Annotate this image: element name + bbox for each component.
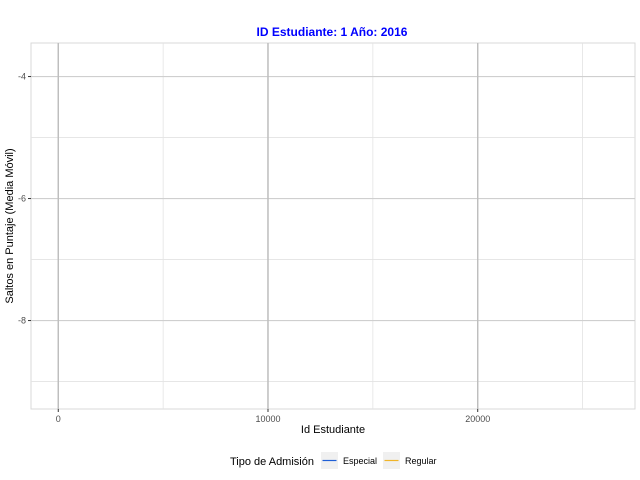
y-axis-label: Saltos en Puntaje (Media Móvil) — [4, 148, 16, 303]
legend: Tipo de Admisión Especial Regular — [230, 452, 437, 469]
x-tick-label: 0 — [56, 414, 61, 424]
legend-title: Tipo de Admisión — [230, 456, 314, 468]
legend-entry-label: Regular — [405, 456, 437, 466]
x-tick-label: 10000 — [255, 414, 280, 424]
x-axis: 0 10000 20000 — [56, 409, 490, 424]
legend-entry-label: Especial — [343, 456, 377, 466]
y-tick-label: -6 — [18, 194, 26, 204]
y-axis: -4 -6 -8 — [18, 72, 31, 326]
panel-border — [30, 42, 636, 410]
plot-panel — [30, 42, 636, 410]
y-tick-label: -4 — [18, 72, 26, 82]
x-tick-label: 20000 — [465, 414, 490, 424]
chart-title: ID Estudiante: 1 Año: 2016 — [257, 25, 408, 39]
y-tick-label: -8 — [18, 316, 26, 326]
x-axis-label: Id Estudiante — [301, 424, 365, 436]
